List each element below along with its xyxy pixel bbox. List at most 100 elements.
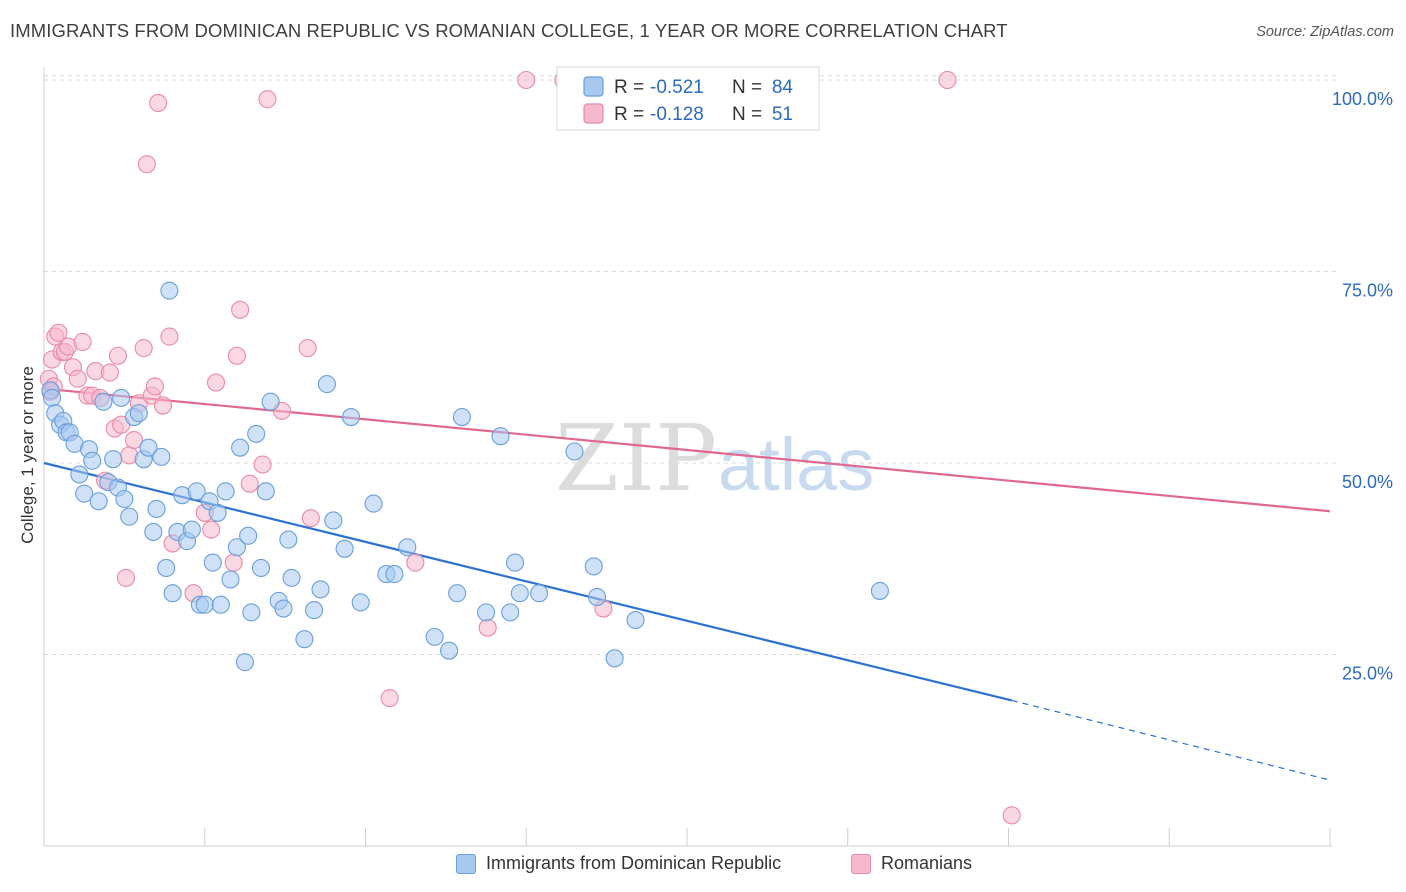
romanians-point [240, 474, 259, 493]
dominican-trend-extension [1011, 699, 1331, 781]
scatter-chart: ZIP atlas 25.0%50.0%75.0%100.0%0.0%80.0%… [18, 66, 1393, 847]
dominican-point [231, 438, 250, 457]
y-tick-label: 25.0% [1342, 664, 1393, 684]
y-axis-label: College, 1 year or more [18, 366, 37, 544]
dominican-point [211, 595, 230, 614]
romanians-point [517, 70, 536, 90]
y-tick-label: 75.0% [1342, 281, 1393, 301]
dominican-point [335, 539, 354, 558]
dominican-point [448, 584, 467, 603]
source-label: Source: ZipAtlas.com [1256, 24, 1394, 40]
dominican-point [157, 558, 176, 577]
legend-label-romanians: Romanians [881, 853, 973, 873]
dominican-point [242, 603, 261, 622]
dominican-point [477, 603, 496, 622]
dominican-point [239, 526, 258, 545]
legend-swatch-blue [583, 76, 604, 97]
romanians-point [153, 396, 173, 415]
dominican-point [115, 489, 134, 509]
romanians-point [145, 377, 164, 396]
romanians-point [108, 346, 127, 365]
chart-title: IMMIGRANTS FROM DOMINICAN REPUBLIC VS RO… [10, 20, 1008, 41]
romanians-point [124, 430, 144, 450]
axes-layer: 25.0%50.0%75.0%100.0%0.0%80.0% [43, 67, 1393, 847]
romanians-point [49, 323, 68, 342]
dominican-point [605, 649, 624, 668]
dominican-point [491, 427, 510, 446]
dominican-point [247, 424, 266, 443]
dominican-point [282, 568, 301, 587]
romanians-point [1002, 806, 1021, 825]
dominican-point [144, 522, 163, 541]
legend-swatch-romanians [851, 853, 871, 874]
romanians-point [478, 618, 497, 637]
dominican-point [324, 511, 343, 530]
dominican-point [120, 507, 139, 526]
watermark-zip: ZIP [555, 405, 717, 512]
legend-item-romanians: Romanians [851, 853, 972, 874]
romanians-point [116, 568, 136, 587]
dominican-point [505, 553, 525, 572]
legend-item-dominican: Immigrants from Dominican Republic [456, 853, 781, 874]
watermark: ZIP atlas [555, 405, 874, 512]
dominican-point [221, 570, 240, 589]
dominican-point [152, 447, 171, 466]
dominican-point [565, 442, 584, 461]
legend-n-label-pink: N = [732, 104, 762, 125]
legend-swatch-pink [583, 103, 604, 124]
dominican-point [425, 627, 444, 646]
dominican-point [112, 388, 131, 407]
dominican-point [104, 450, 123, 469]
romanians-point [938, 70, 957, 90]
bottom-legend: Immigrants from Dominican Republic Roman… [0, 853, 1406, 877]
dominican-point [510, 584, 529, 603]
dominican-point [139, 438, 158, 457]
romanians-point [231, 300, 250, 319]
dominican-point [398, 538, 417, 557]
dominican-point [195, 595, 214, 614]
romanians-points [39, 70, 1021, 825]
romanians-point [73, 332, 92, 352]
y-tick-label: 100.0% [1332, 89, 1393, 109]
dominican-point [261, 392, 280, 411]
dominican-point [587, 587, 607, 607]
dominican-point [163, 584, 182, 603]
dominican-point [251, 558, 271, 577]
dominican-point [385, 565, 404, 584]
dominican-point [870, 581, 889, 600]
dominican-point [235, 653, 254, 672]
dominican-point [129, 404, 148, 423]
romanians-trend-line [43, 387, 1331, 513]
romanians-point [258, 90, 277, 109]
dominican-point [305, 601, 324, 620]
legend-r-value-pink: -0.128 [650, 104, 704, 125]
romanians-point [202, 520, 221, 539]
romanians-point [380, 689, 399, 708]
romanians-point [224, 553, 243, 572]
legend-r-value-blue: -0.521 [650, 77, 704, 98]
dominican-point [317, 375, 336, 394]
y-tick-label: 50.0% [1342, 472, 1393, 492]
dominican-point [42, 388, 62, 407]
romanians-point [149, 93, 168, 113]
legend-swatch-dominican [456, 853, 476, 874]
legend-n-value-pink: 51 [772, 104, 793, 125]
legend-label-dominican: Immigrants from Dominican Republic [486, 853, 782, 873]
romanians-point [298, 339, 317, 358]
dominican-point [311, 580, 330, 599]
dominican-point [89, 492, 108, 511]
dominican-point [501, 603, 520, 622]
dominican-point [274, 599, 293, 618]
dominican-point [160, 281, 179, 300]
dominican-point [626, 610, 645, 630]
romanians-point [253, 455, 272, 474]
romanians-point [406, 553, 425, 572]
legend-n-value-blue: 84 [772, 77, 794, 98]
romanians-point [134, 339, 153, 358]
stats-legend: R = -0.521 N = 84 R = -0.128 N = 51 [556, 66, 820, 131]
romanians-point [68, 369, 87, 388]
dominican-point [216, 482, 235, 501]
dominican-point [203, 553, 222, 572]
romanians-point [301, 509, 320, 528]
dominican-point [94, 392, 113, 411]
